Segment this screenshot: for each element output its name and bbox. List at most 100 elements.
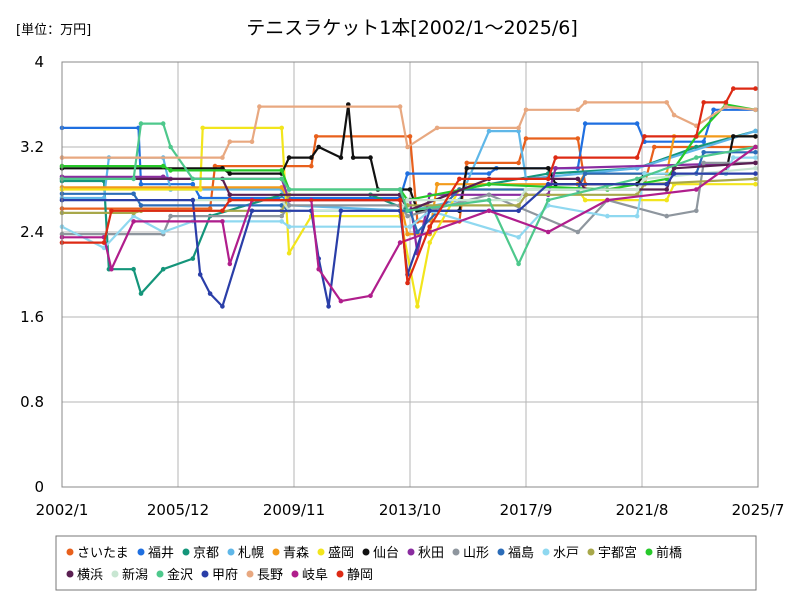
data-point xyxy=(227,171,233,176)
data-point xyxy=(582,197,588,203)
data-point xyxy=(634,176,640,182)
data-point xyxy=(415,304,420,309)
legend-label: 岐阜 xyxy=(302,567,328,583)
data-point xyxy=(664,187,669,192)
data-point xyxy=(723,104,729,109)
legend-label: 静岡 xyxy=(347,568,373,583)
data-point xyxy=(575,107,581,113)
legend-label: 山形 xyxy=(463,546,489,561)
data-point xyxy=(405,197,410,203)
data-point xyxy=(220,155,225,160)
data-point xyxy=(160,121,166,126)
data-point xyxy=(279,168,285,173)
data-point xyxy=(671,171,677,176)
data-point xyxy=(516,125,521,131)
data-point xyxy=(326,304,331,309)
data-point xyxy=(671,112,677,118)
legend-swatch xyxy=(317,548,325,556)
x-tick-label: 2013/10 xyxy=(379,501,441,519)
data-point xyxy=(545,229,551,235)
data-point xyxy=(405,208,410,214)
data-point xyxy=(160,266,166,272)
data-point xyxy=(582,100,588,105)
data-point xyxy=(582,171,588,176)
data-point xyxy=(207,291,213,296)
data-point xyxy=(694,155,699,160)
data-point xyxy=(694,187,699,192)
series-line xyxy=(62,122,756,265)
data-point xyxy=(694,134,699,139)
data-point xyxy=(634,155,640,160)
data-point xyxy=(190,176,196,182)
legend-swatch xyxy=(452,548,460,556)
legend-label: 新潟 xyxy=(122,567,148,583)
data-point xyxy=(731,86,736,91)
data-point xyxy=(405,171,410,176)
data-point xyxy=(190,181,196,187)
legend-swatch xyxy=(66,548,74,556)
data-point xyxy=(427,224,433,229)
data-point xyxy=(200,125,205,131)
grid xyxy=(62,62,758,487)
legend-swatch xyxy=(156,570,164,578)
data-point xyxy=(397,197,403,203)
data-point xyxy=(753,155,758,160)
legend-label: 水戸 xyxy=(553,546,579,561)
legend-box xyxy=(55,535,757,591)
data-point xyxy=(249,208,255,214)
data-point xyxy=(694,208,699,214)
data-point xyxy=(486,171,492,176)
data-point xyxy=(753,176,758,182)
data-point xyxy=(220,219,225,224)
data-point xyxy=(753,181,758,187)
series-line xyxy=(62,172,756,308)
data-point xyxy=(138,203,144,208)
x-tick-label: 2009/11 xyxy=(263,501,325,519)
data-point xyxy=(407,187,413,192)
data-point xyxy=(316,144,322,150)
data-point xyxy=(160,229,166,235)
data-point xyxy=(160,163,166,169)
data-point xyxy=(553,155,558,160)
series-金沢 xyxy=(59,121,758,267)
legend-label: 長野 xyxy=(257,568,283,583)
plot-frame xyxy=(61,61,759,488)
series-lines xyxy=(59,86,758,309)
data-point xyxy=(257,104,262,109)
data-point xyxy=(397,240,403,245)
y-tick-label: 4 xyxy=(34,53,44,71)
legend-swatch xyxy=(182,548,190,556)
data-point xyxy=(516,203,521,208)
data-point xyxy=(138,181,144,187)
data-point xyxy=(486,128,492,134)
legend-label: 札幌 xyxy=(238,545,264,561)
data-point xyxy=(642,134,647,139)
data-point xyxy=(545,166,551,171)
legend-swatch xyxy=(336,570,344,578)
data-point xyxy=(434,125,440,131)
data-point xyxy=(701,100,706,105)
data-point xyxy=(701,150,706,155)
data-point xyxy=(168,144,173,150)
data-point xyxy=(753,134,758,139)
data-point xyxy=(313,134,319,139)
data-point xyxy=(464,160,470,166)
series-岐阜 xyxy=(59,144,758,304)
x-axis: 2002/1 2005/12 2009/11 2013/10 2017/9 2021/8 2… xyxy=(36,501,785,519)
data-point xyxy=(131,266,136,272)
data-point xyxy=(664,181,669,187)
data-point xyxy=(397,187,403,192)
x-tick-label: 2025/7 xyxy=(732,501,785,519)
x-tick-label: 2021/8 xyxy=(616,501,669,519)
series-line xyxy=(62,87,756,285)
data-point xyxy=(516,208,521,214)
data-point xyxy=(286,250,292,256)
data-point xyxy=(220,304,225,309)
data-point xyxy=(197,272,203,277)
data-point xyxy=(486,192,492,198)
data-point xyxy=(605,213,610,219)
data-point xyxy=(694,144,699,150)
data-point xyxy=(279,219,285,224)
y-tick-label: 3.2 xyxy=(20,138,44,156)
data-point xyxy=(753,171,758,176)
